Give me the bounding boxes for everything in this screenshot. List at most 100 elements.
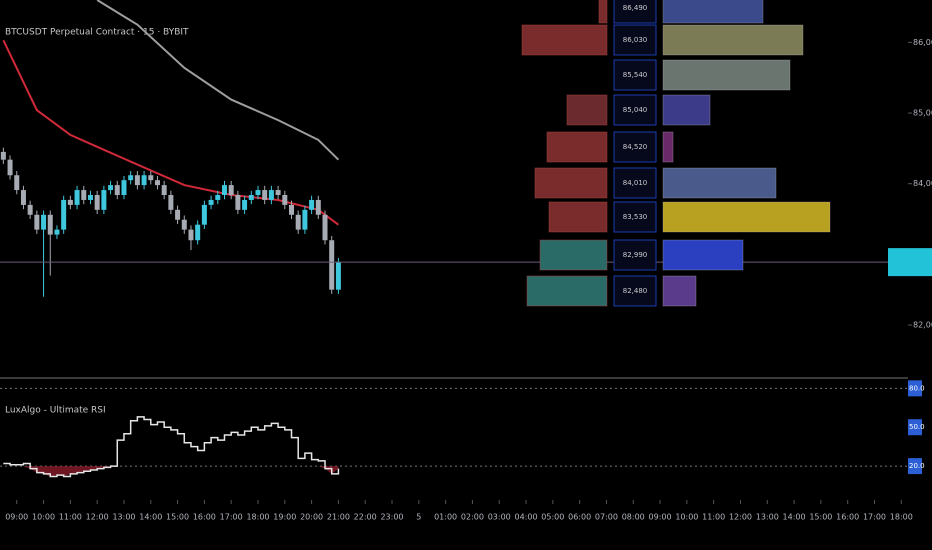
price-level: 84,520 <box>623 143 648 151</box>
candle-body <box>168 195 174 210</box>
ma-line <box>96 0 340 161</box>
price-box <box>613 201 657 233</box>
candle-body <box>235 195 241 210</box>
candle-body <box>242 199 248 210</box>
candle-body <box>208 199 214 205</box>
candle-body <box>61 199 67 230</box>
candle-body <box>7 159 13 176</box>
candle-body <box>302 209 308 230</box>
candle-body <box>81 190 87 200</box>
buy-bar <box>662 0 764 24</box>
y-tick-label: 84,000.0 <box>913 179 932 188</box>
price-level: 85,040 <box>623 106 648 114</box>
x-tick-label: 20:00 <box>300 513 323 522</box>
candle-body <box>47 214 53 235</box>
sell-bar <box>539 239 608 271</box>
price-box <box>613 275 657 307</box>
buy-bar <box>662 201 831 233</box>
candle-body <box>248 195 254 200</box>
candle-body <box>154 180 160 186</box>
x-tick-label: 08:00 <box>622 513 645 522</box>
level-label: 80.0 <box>909 384 925 392</box>
x-tick-label: 16:00 <box>193 513 216 522</box>
candle-body <box>41 214 47 230</box>
buy-bar <box>662 59 791 91</box>
candle-body <box>181 219 187 230</box>
x-tick-label: 12:00 <box>729 513 752 522</box>
ma-line <box>2 39 339 226</box>
x-tick-label: 18:00 <box>890 513 913 522</box>
x-tick-label: 15:00 <box>809 513 832 522</box>
price-box <box>613 239 657 271</box>
price-box <box>613 0 657 24</box>
candle-body <box>27 204 33 215</box>
candle-body <box>221 185 227 196</box>
candle-body <box>215 195 221 200</box>
candle-body <box>74 190 80 205</box>
candle-body <box>141 175 147 186</box>
candle-body <box>262 190 268 200</box>
x-tick-label: 17:00 <box>863 513 886 522</box>
price-level: 83,530 <box>623 213 648 221</box>
x-tick-label: 19:00 <box>273 513 296 522</box>
x-tick-label: 14:00 <box>783 513 806 522</box>
candle-body <box>67 199 73 205</box>
candle-body <box>94 195 100 210</box>
oversold-fill <box>3 466 339 477</box>
candle-body <box>228 185 234 196</box>
candle-body <box>329 240 335 290</box>
candle-body <box>148 175 154 181</box>
sell-bar <box>521 24 608 56</box>
sell-bar <box>548 201 608 233</box>
price-level: 86,490 <box>623 4 648 12</box>
x-tick-label: 13:00 <box>756 513 779 522</box>
sell-bar <box>534 167 608 199</box>
x-tick-label: 18:00 <box>246 513 269 522</box>
candle-body <box>114 185 120 196</box>
price-level: 84,010 <box>623 179 648 187</box>
candle-body <box>188 229 194 241</box>
candle-body <box>0 151 6 160</box>
candle-body <box>20 190 26 205</box>
level-box <box>908 419 922 436</box>
buy-bar <box>662 167 777 199</box>
candle-body <box>161 185 167 196</box>
candle-body <box>195 224 201 241</box>
candle-body <box>175 209 181 220</box>
oscillator-line <box>3 416 340 478</box>
x-tick-label: 16:00 <box>836 513 859 522</box>
x-tick-label: 03:00 <box>488 513 511 522</box>
y-tick-label: 85,000.0 <box>913 109 932 118</box>
candle-body <box>121 180 127 196</box>
x-tick-label: 14:00 <box>139 513 162 522</box>
candle-body <box>87 195 93 200</box>
price-level: 86,030 <box>623 36 648 44</box>
x-tick-label: 09:00 <box>649 513 672 522</box>
price-box <box>613 24 657 56</box>
x-tick-label: 10:00 <box>32 513 55 522</box>
y-tick-label: 86,000.0 <box>913 38 932 47</box>
x-tick-label: 06:00 <box>568 513 591 522</box>
x-tick-label: 05:00 <box>541 513 564 522</box>
price-box <box>613 59 657 91</box>
last-price-marker <box>888 248 932 277</box>
x-tick-label: 10:00 <box>675 513 698 522</box>
x-tick-label: 11:00 <box>59 513 82 522</box>
buy-bar <box>662 24 804 56</box>
x-tick-label: 11:00 <box>702 513 725 522</box>
candle-body <box>128 175 134 181</box>
x-tick-label: 09:00 <box>5 513 28 522</box>
chart-title: BTCUSDT Perpetual Contract · 15 · BYBIT <box>5 28 189 38</box>
candle-body <box>295 214 301 230</box>
level-label: 20.0 <box>909 462 925 470</box>
level-box <box>908 458 922 475</box>
candle-body <box>268 190 274 200</box>
x-tick-label: 15:00 <box>166 513 189 522</box>
price-box <box>613 131 657 163</box>
candle-body <box>34 214 40 230</box>
price-level: 82,480 <box>623 287 648 295</box>
level-label: 50.0 <box>909 423 925 431</box>
candle-body <box>322 214 328 241</box>
y-tick-label: 82,000.0 <box>913 321 932 330</box>
